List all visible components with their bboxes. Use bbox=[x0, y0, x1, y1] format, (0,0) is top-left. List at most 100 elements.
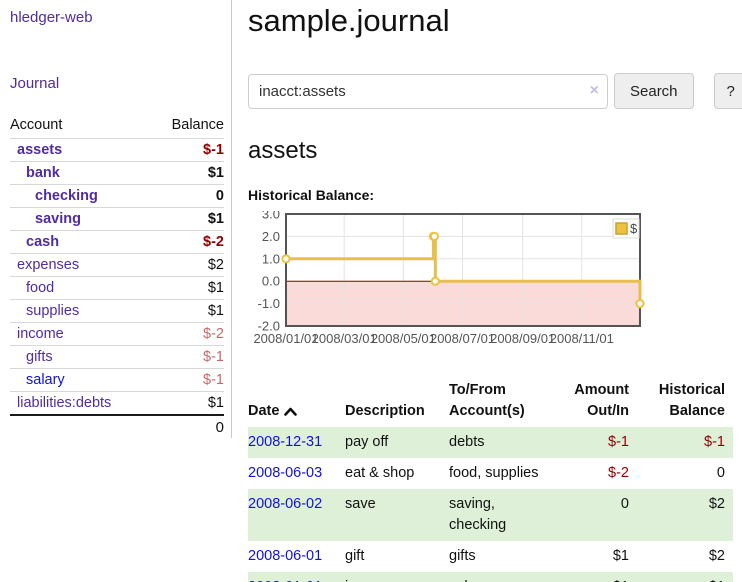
sidebar-account-link[interactable]: liabilities:debts bbox=[17, 395, 112, 411]
data-point-marker bbox=[430, 276, 440, 286]
sidebar-account-balance: $1 bbox=[151, 207, 224, 231]
accounts-column-header: To/From Account(s) bbox=[449, 382, 525, 420]
sidebar-account-link[interactable]: assets bbox=[17, 142, 63, 158]
sidebar-account-balance: $1 bbox=[151, 299, 224, 323]
data-point-marker bbox=[635, 299, 645, 309]
legend-label: $ bbox=[630, 221, 638, 236]
clear-search-icon[interactable]: × bbox=[589, 81, 599, 99]
transaction-description: gift bbox=[345, 548, 365, 565]
transaction-balance: $2 bbox=[708, 496, 725, 513]
data-point-marker bbox=[281, 254, 291, 264]
date-column-header[interactable]: Date bbox=[248, 378, 345, 427]
y-axis-tick-label: 0.0 bbox=[262, 274, 280, 289]
sidebar-total-balance: 0 bbox=[151, 414, 224, 439]
transaction-row: 2008-06-03 eat & shop food, supplies $-2 0 bbox=[248, 458, 733, 489]
journal-link[interactable]: Journal bbox=[10, 75, 60, 92]
search-input[interactable] bbox=[248, 73, 608, 109]
transaction-accounts: debts bbox=[449, 434, 485, 451]
sidebar-account-link[interactable]: food bbox=[26, 280, 55, 296]
sidebar-account-balance: $-1 bbox=[151, 138, 224, 162]
transaction-row: 2008-06-02 save saving, checking 0 $2 bbox=[248, 489, 733, 542]
sidebar-account-link[interactable]: expenses bbox=[17, 257, 80, 273]
plot-border bbox=[285, 213, 641, 327]
transaction-balance: $-1 bbox=[704, 434, 725, 451]
account-row: assets $-1 bbox=[10, 138, 224, 162]
transaction-date-link[interactable]: 2008-12-31 bbox=[248, 434, 323, 451]
account-row: bank $1 bbox=[10, 161, 224, 185]
transaction-date-link[interactable]: 2008-06-02 bbox=[248, 496, 323, 513]
transaction-balance: $2 bbox=[708, 548, 725, 565]
sidebar-account-balance: $-2 bbox=[151, 230, 224, 254]
transaction-amount: $-1 bbox=[608, 434, 629, 451]
account-row: saving $1 bbox=[10, 207, 224, 231]
search-form: × Search ? bbox=[248, 73, 742, 109]
sidebar-account-link[interactable]: checking bbox=[35, 188, 98, 204]
sidebar: hledger-web Journal Account Balance asse… bbox=[0, 0, 232, 439]
transaction-date-link[interactable]: 2008-06-03 bbox=[248, 465, 323, 482]
account-row: liabilities:debts $1 bbox=[10, 391, 224, 415]
sidebar-account-balance: $2 bbox=[151, 253, 224, 277]
transaction-row: 2008-06-01 gift gifts $1 $2 bbox=[248, 541, 733, 572]
transaction-accounts: salary bbox=[449, 572, 549, 582]
chart-title: Historical Balance: bbox=[248, 187, 375, 203]
sidebar-accounts-table: Account Balance assets $-1 bank $1 checking 0… bbox=[10, 114, 224, 439]
y-axis-tick-label: -1.0 bbox=[258, 296, 280, 311]
y-axis-tick-label: 1.0 bbox=[262, 251, 280, 266]
account-row: income $-2 bbox=[10, 322, 224, 346]
sidebar-account-balance: $1 bbox=[151, 391, 224, 415]
x-axis-tick-label: 2008/09/01 bbox=[490, 331, 555, 346]
sidebar-account-balance: $-1 bbox=[151, 368, 224, 392]
transaction-accounts: saving, checking bbox=[449, 496, 507, 534]
sidebar-total-row: 0 bbox=[10, 414, 224, 439]
sidebar-account-balance: $1 bbox=[151, 276, 224, 300]
sidebar-account-link[interactable]: salary bbox=[26, 372, 65, 388]
x-axis-tick-label: 2008/03/01 bbox=[312, 331, 377, 346]
y-axis-tick-label: -2.0 bbox=[258, 319, 280, 334]
transaction-accounts: gifts bbox=[449, 548, 476, 565]
transaction-amount: $1 bbox=[549, 572, 637, 582]
search-button[interactable]: Search bbox=[614, 73, 694, 109]
x-axis-tick-label: 2008/01/01 bbox=[253, 331, 318, 346]
account-row: expenses $2 bbox=[10, 253, 224, 277]
page-title: sample.journal bbox=[248, 3, 450, 38]
transaction-amount: $-2 bbox=[608, 465, 629, 482]
data-point-marker bbox=[429, 231, 439, 241]
sidebar-account-balance: 0 bbox=[151, 184, 224, 208]
transaction-date-link[interactable]: 2008-01-01 bbox=[248, 579, 322, 582]
help-button[interactable]: ? bbox=[713, 73, 742, 109]
transaction-row: 2008-12-31 pay off debts $-1 $-1 bbox=[248, 427, 733, 459]
sidebar-account-link[interactable]: gifts bbox=[26, 349, 53, 365]
transaction-balance: 0 bbox=[716, 465, 725, 482]
sidebar-account-link[interactable]: cash bbox=[26, 234, 60, 250]
account-column-header: Account bbox=[10, 117, 63, 133]
balance-column-header-main: Historical Balance bbox=[658, 382, 725, 420]
account-row: checking 0 bbox=[10, 184, 224, 208]
historical-balance-chart: $3.0 2.0 1.0 0.0 -1.0 -2.0 2008/01/01 2008/03/0… bbox=[248, 207, 742, 356]
transaction-amount: $1 bbox=[612, 548, 629, 565]
transaction-description: pay off bbox=[345, 434, 389, 451]
account-row: gifts $-1 bbox=[10, 345, 224, 369]
amount-column-header: Amount Out/In bbox=[574, 382, 629, 420]
y-axis-tick-label: 2.0 bbox=[262, 229, 280, 244]
sidebar-account-balance: $-2 bbox=[151, 322, 224, 346]
sidebar-account-link[interactable]: supplies bbox=[26, 303, 80, 319]
x-axis-tick-label: 2008/07/01 bbox=[430, 331, 495, 346]
transaction-date-link[interactable]: 2008-06-01 bbox=[248, 548, 323, 565]
sidebar-account-link[interactable]: bank bbox=[26, 165, 60, 181]
transaction-amount: 0 bbox=[620, 496, 629, 513]
description-column-header: Description bbox=[345, 403, 425, 420]
transaction-description: eat & shop bbox=[345, 465, 415, 482]
balance-column-header: Balance bbox=[171, 117, 224, 133]
transaction-row: 2008-01-01incomesalary$1$1 bbox=[248, 572, 733, 582]
account-row: cash $-2 bbox=[10, 230, 224, 254]
sort-ascending-icon bbox=[284, 402, 298, 423]
transaction-accounts: food, supplies bbox=[449, 465, 539, 482]
brand-link[interactable]: hledger-web bbox=[10, 9, 93, 26]
sidebar-account-balance: $-1 bbox=[151, 345, 224, 369]
account-row: supplies $1 bbox=[10, 299, 224, 323]
transaction-description: income bbox=[345, 572, 449, 582]
transaction-balance: $1 bbox=[637, 572, 733, 582]
sidebar-account-link[interactable]: income bbox=[17, 326, 64, 342]
sidebar-account-link[interactable]: saving bbox=[35, 211, 81, 227]
